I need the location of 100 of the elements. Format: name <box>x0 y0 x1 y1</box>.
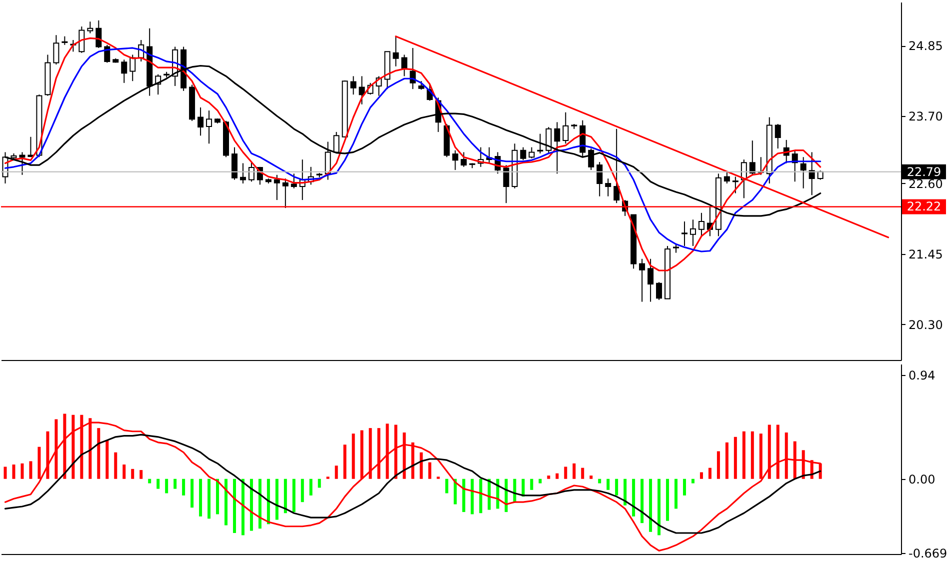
candlestick <box>554 122 560 174</box>
bar <box>776 424 780 479</box>
y-tick-label: 23.70 <box>908 110 943 124</box>
bar <box>640 478 644 524</box>
bar <box>708 468 712 479</box>
bar <box>174 478 177 489</box>
bar <box>122 464 126 479</box>
candlestick <box>596 161 603 197</box>
y-tick-label: 20.30 <box>908 318 943 332</box>
candlestick <box>19 152 26 176</box>
bar <box>420 452 423 479</box>
bar <box>649 478 652 532</box>
candlestick <box>78 26 85 54</box>
bar <box>759 434 762 479</box>
candlestick <box>282 178 288 208</box>
bar <box>106 440 109 479</box>
bar <box>38 446 41 479</box>
bar <box>148 478 152 484</box>
bar <box>428 462 432 479</box>
bar <box>470 478 474 514</box>
bar <box>377 428 380 479</box>
bar <box>564 466 568 479</box>
y-tick-label: 0.94 <box>908 368 936 383</box>
bar <box>750 431 754 479</box>
bar <box>402 432 406 479</box>
bar <box>266 478 270 524</box>
bar <box>674 478 678 509</box>
bar <box>165 478 168 494</box>
bar <box>284 478 287 514</box>
bar <box>318 478 321 488</box>
candlestick <box>248 161 254 182</box>
candlestick <box>656 282 662 300</box>
bar <box>411 442 414 479</box>
bar <box>46 431 50 479</box>
candlestick <box>774 123 781 150</box>
bar <box>658 478 661 536</box>
candlestick <box>392 36 399 67</box>
bar <box>140 470 143 479</box>
candlestick <box>198 106 204 136</box>
y-tick-label: 21.45 <box>908 247 943 262</box>
y-tick-label: -0.669 <box>908 546 948 560</box>
line-series <box>4 434 822 534</box>
candlestick <box>240 162 246 184</box>
bar <box>445 478 448 494</box>
bar <box>598 478 602 484</box>
bar <box>216 478 220 514</box>
candlestick <box>53 34 60 66</box>
bar <box>590 476 593 479</box>
bar <box>538 478 542 484</box>
candlestick <box>528 146 535 159</box>
candlestick <box>520 146 526 161</box>
candlestick <box>104 44 110 64</box>
candlestick <box>358 76 365 105</box>
bar <box>784 432 788 479</box>
bar <box>454 478 457 504</box>
candlestick <box>333 131 340 154</box>
candlestick <box>698 212 704 237</box>
bar <box>241 478 244 536</box>
candlestick <box>231 146 238 180</box>
bar <box>309 478 312 496</box>
bar <box>513 478 516 502</box>
bar <box>725 442 728 479</box>
bar <box>682 478 686 496</box>
candlestick <box>452 150 458 170</box>
bar <box>768 424 771 479</box>
candlestick <box>96 20 102 48</box>
bar <box>572 463 576 479</box>
bar <box>606 478 610 490</box>
candlestick <box>724 171 730 184</box>
candlestick <box>460 152 467 168</box>
candlestick <box>614 128 620 204</box>
bar <box>131 468 134 479</box>
bar <box>12 464 16 479</box>
bar <box>300 478 304 502</box>
bar <box>632 478 636 516</box>
bar <box>700 472 703 479</box>
bar <box>343 444 346 479</box>
bar <box>258 478 262 529</box>
bar <box>368 428 372 479</box>
candlestick <box>130 54 136 82</box>
bar <box>556 473 559 479</box>
candlestick <box>290 173 297 189</box>
candlestick <box>503 164 510 204</box>
bar <box>793 441 796 479</box>
candlestick <box>87 21 94 34</box>
bar <box>292 478 296 512</box>
bar <box>224 478 228 526</box>
bar <box>232 478 236 534</box>
bar <box>360 430 364 479</box>
candlestick <box>562 112 569 144</box>
bar <box>581 468 584 479</box>
candlestick <box>350 76 356 96</box>
y-tick-label: 22.60 <box>908 176 943 191</box>
bar <box>114 452 118 479</box>
bar <box>734 436 737 479</box>
bar <box>462 478 466 512</box>
candlestick <box>537 133 544 154</box>
candlestick <box>588 148 594 170</box>
bar <box>199 478 202 516</box>
candlestick <box>401 54 408 77</box>
